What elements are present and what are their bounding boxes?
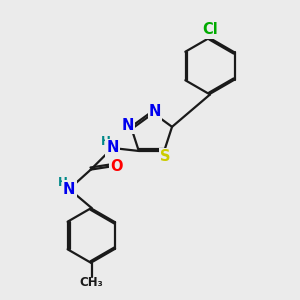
Text: N: N [122,118,134,133]
Text: S: S [160,149,171,164]
Text: CH₃: CH₃ [80,275,103,289]
Text: H: H [58,176,68,189]
Text: O: O [111,159,123,174]
Text: H: H [101,135,111,148]
Text: Cl: Cl [202,22,218,38]
Text: N: N [149,104,161,119]
Text: N: N [63,182,75,196]
Text: N: N [106,140,118,155]
